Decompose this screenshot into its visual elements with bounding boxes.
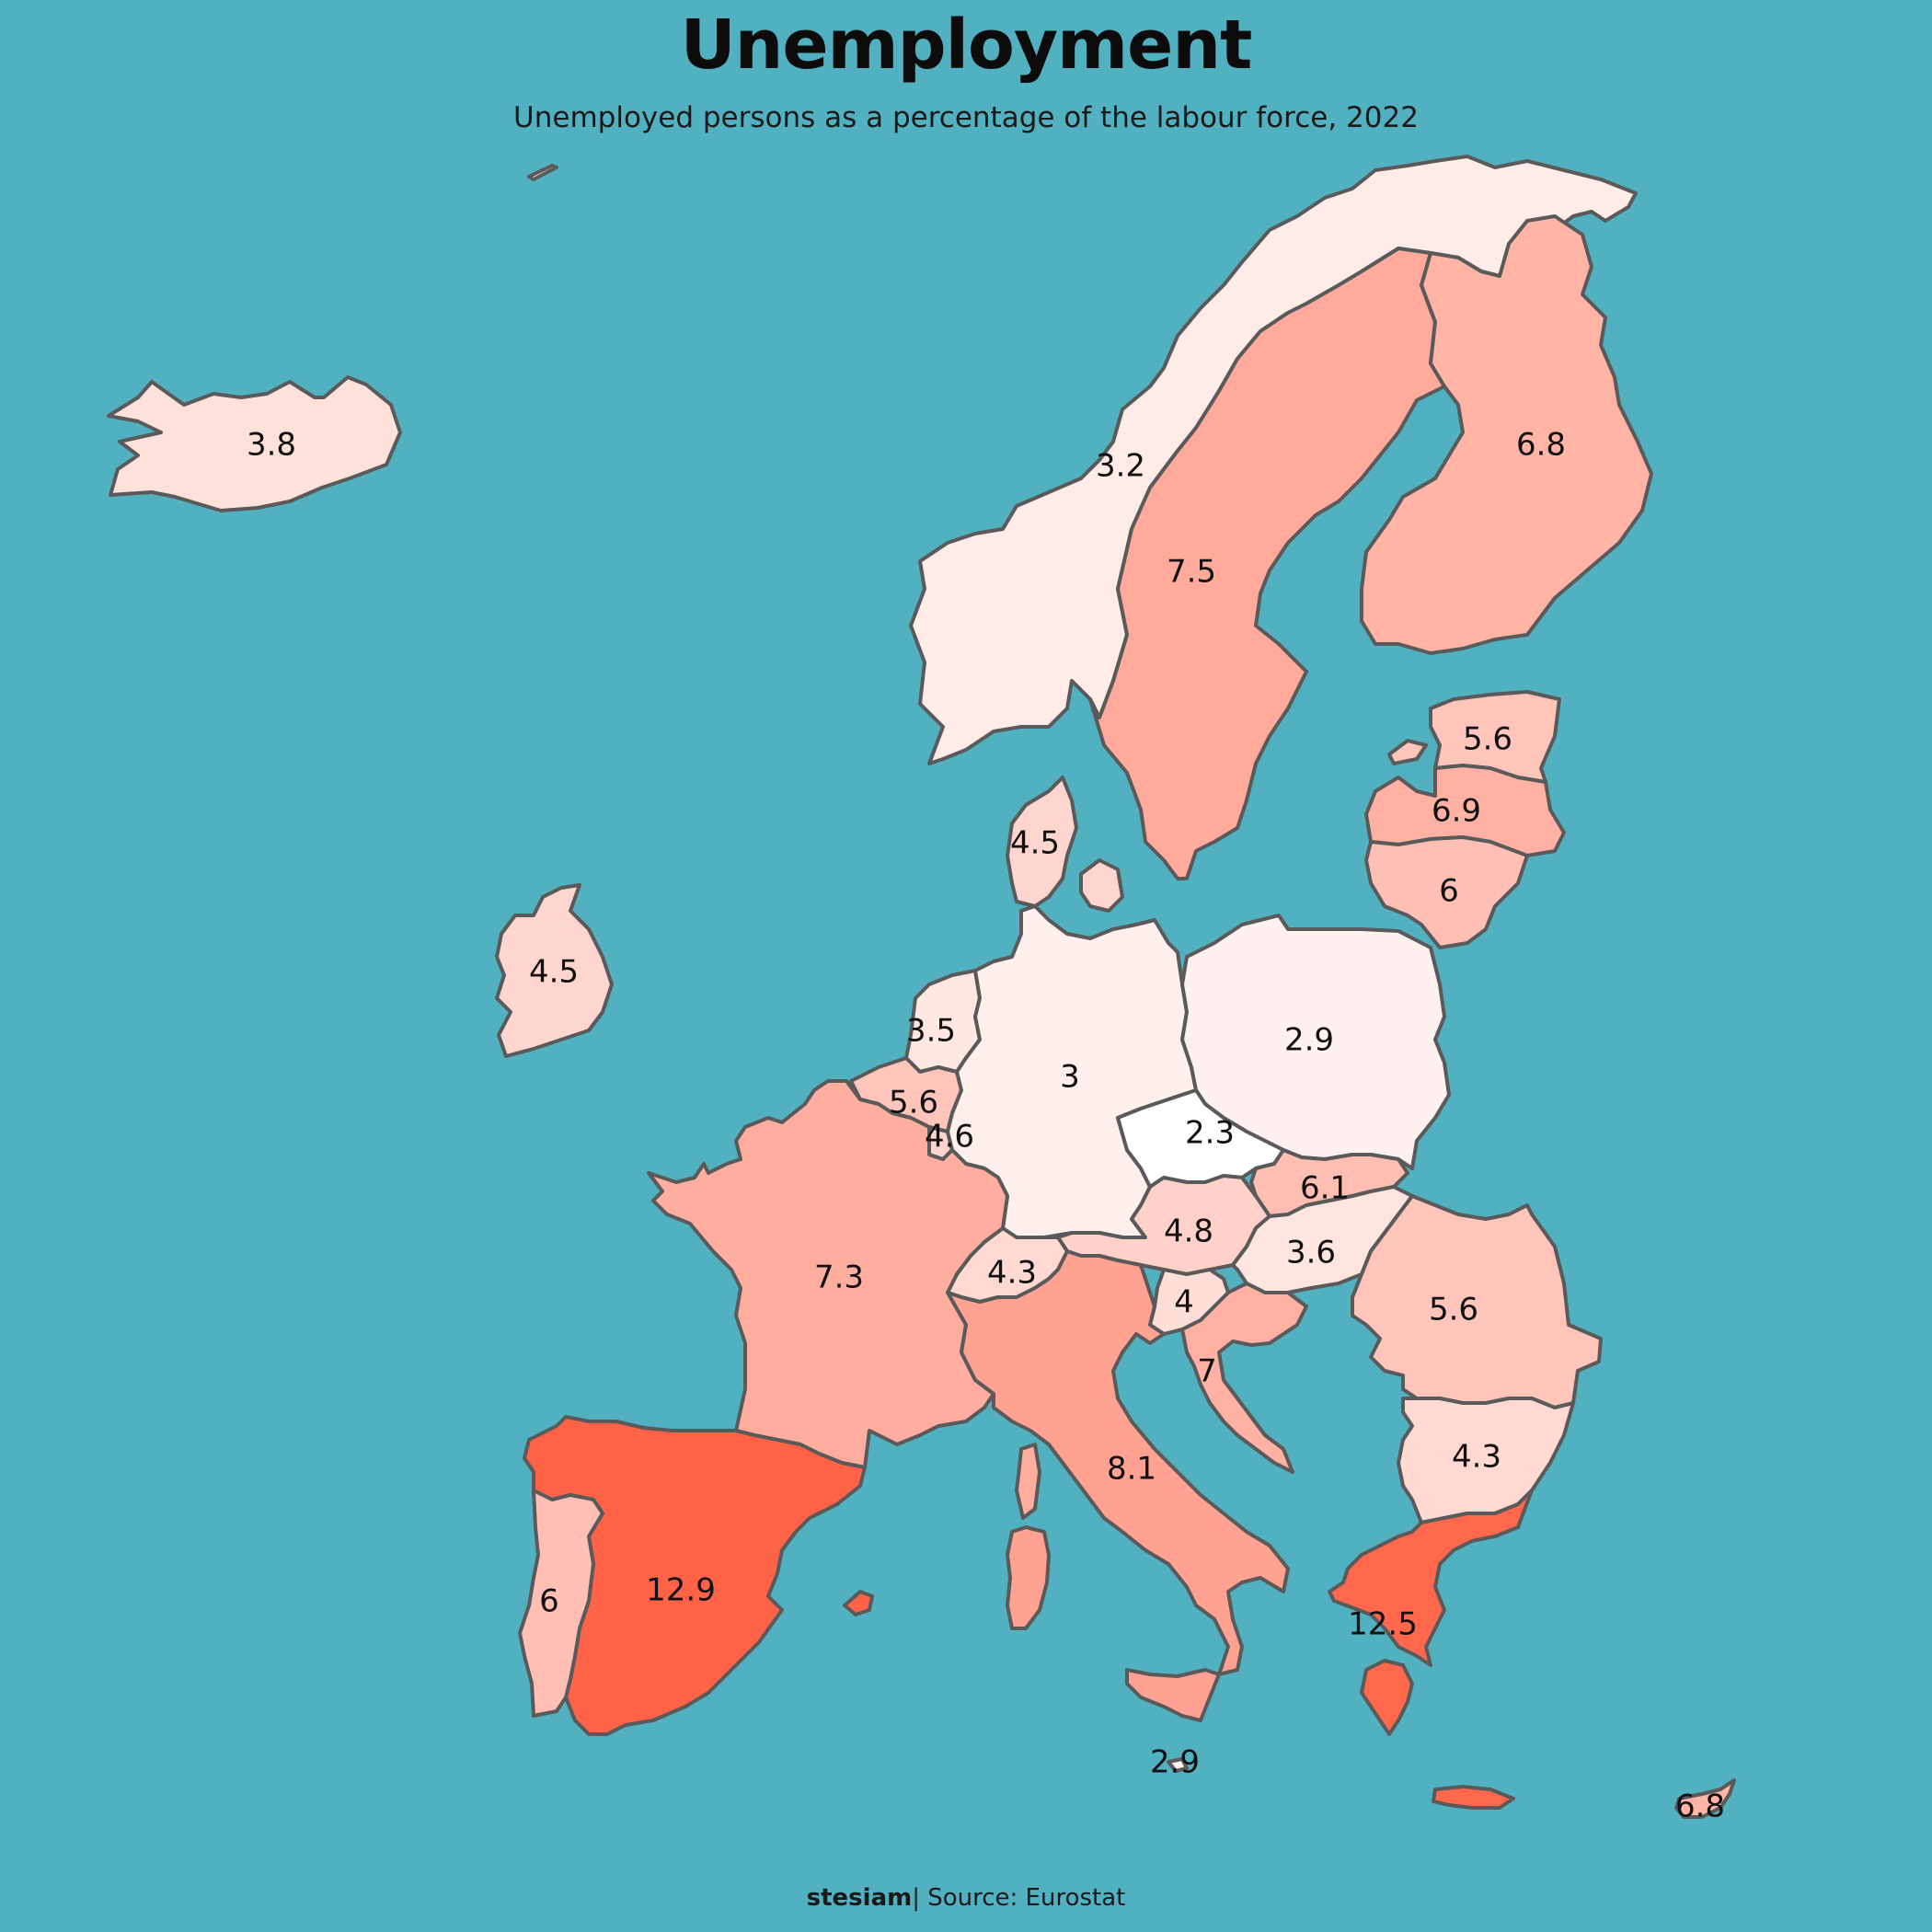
region-jan-mayen — [527, 164, 558, 181]
value-label-sweden: 7.5 — [1167, 554, 1216, 591]
region-sardinia — [1006, 1525, 1051, 1630]
region-romania — [1351, 1194, 1603, 1409]
value-label-germany: 3 — [1060, 1059, 1080, 1096]
value-label-cyprus: 6.8 — [1675, 1788, 1725, 1825]
value-label-hungary: 3.6 — [1286, 1235, 1336, 1271]
value-label-norway: 3.2 — [1096, 448, 1145, 485]
value-label-netherlands: 3.5 — [906, 1013, 956, 1050]
value-label-slovenia: 4 — [1174, 1284, 1194, 1321]
region-greece-peloponnese — [1360, 1659, 1414, 1736]
region-denmark — [1006, 776, 1078, 908]
footer-source: Source: Eurostat — [927, 1884, 1126, 1912]
value-labels: 3.83.27.56.85.66.964.54.53.55.64.632.92.… — [247, 427, 1725, 1825]
value-label-switzerland: 4.3 — [987, 1255, 1037, 1292]
region-balearic — [843, 1590, 874, 1616]
value-label-italy: 8.1 — [1107, 1451, 1156, 1488]
map-title: Unemployment — [680, 6, 1253, 85]
value-label-greece: 12.5 — [1348, 1606, 1418, 1643]
region-cyprus — [1674, 1778, 1736, 1819]
region-italy — [946, 1249, 1290, 1676]
map-subtitle: Unemployed persons as a percentage of th… — [513, 101, 1419, 134]
value-label-romania: 5.6 — [1429, 1292, 1478, 1328]
region-greece-crete — [1432, 1785, 1515, 1810]
value-label-ireland: 4.5 — [529, 954, 579, 991]
value-label-malta: 2.9 — [1150, 1744, 1200, 1781]
value-label-iceland: 3.8 — [247, 427, 296, 464]
region-iceland — [107, 375, 402, 512]
value-label-spain: 12.9 — [646, 1572, 716, 1609]
region-estonia-islands — [1387, 739, 1428, 765]
value-label-portugal: 6 — [539, 1583, 559, 1620]
value-label-croatia: 7 — [1197, 1353, 1217, 1390]
value-label-estonia: 5.6 — [1463, 721, 1512, 758]
region-finland — [1360, 214, 1653, 655]
value-label-belgium: 5.6 — [889, 1085, 938, 1121]
value-label-denmark: 4.5 — [1010, 825, 1060, 862]
value-label-france: 7.3 — [814, 1259, 864, 1296]
region-malta — [1167, 1757, 1189, 1773]
value-label-austria: 4.8 — [1164, 1213, 1213, 1250]
value-label-finland: 6.8 — [1516, 427, 1566, 464]
value-label-luxembourg: 4.6 — [925, 1119, 974, 1156]
value-label-czechia: 2.3 — [1185, 1115, 1235, 1152]
region-denmark-zealand — [1079, 858, 1124, 913]
region-sicily — [1125, 1668, 1221, 1722]
region-corsica — [1015, 1443, 1041, 1520]
region-sweden — [1088, 247, 1446, 880]
footer-separator: | — [912, 1884, 920, 1912]
value-label-lithuania: 6 — [1439, 873, 1459, 910]
value-label-bulgaria: 4.3 — [1452, 1439, 1501, 1476]
region-ireland — [495, 883, 614, 1058]
region-lithuania — [1364, 835, 1529, 949]
region-croatia — [1180, 1282, 1308, 1474]
footer-brand: stesiam — [806, 1884, 913, 1912]
region-portugal — [518, 1489, 604, 1718]
map-footer: stesiam| Source: Eurostat — [0, 1884, 1932, 1912]
region-greece — [1328, 1489, 1534, 1667]
value-label-poland: 2.9 — [1284, 1022, 1334, 1059]
value-label-latvia: 6.9 — [1432, 793, 1481, 830]
value-label-slovakia: 6.1 — [1300, 1170, 1350, 1207]
